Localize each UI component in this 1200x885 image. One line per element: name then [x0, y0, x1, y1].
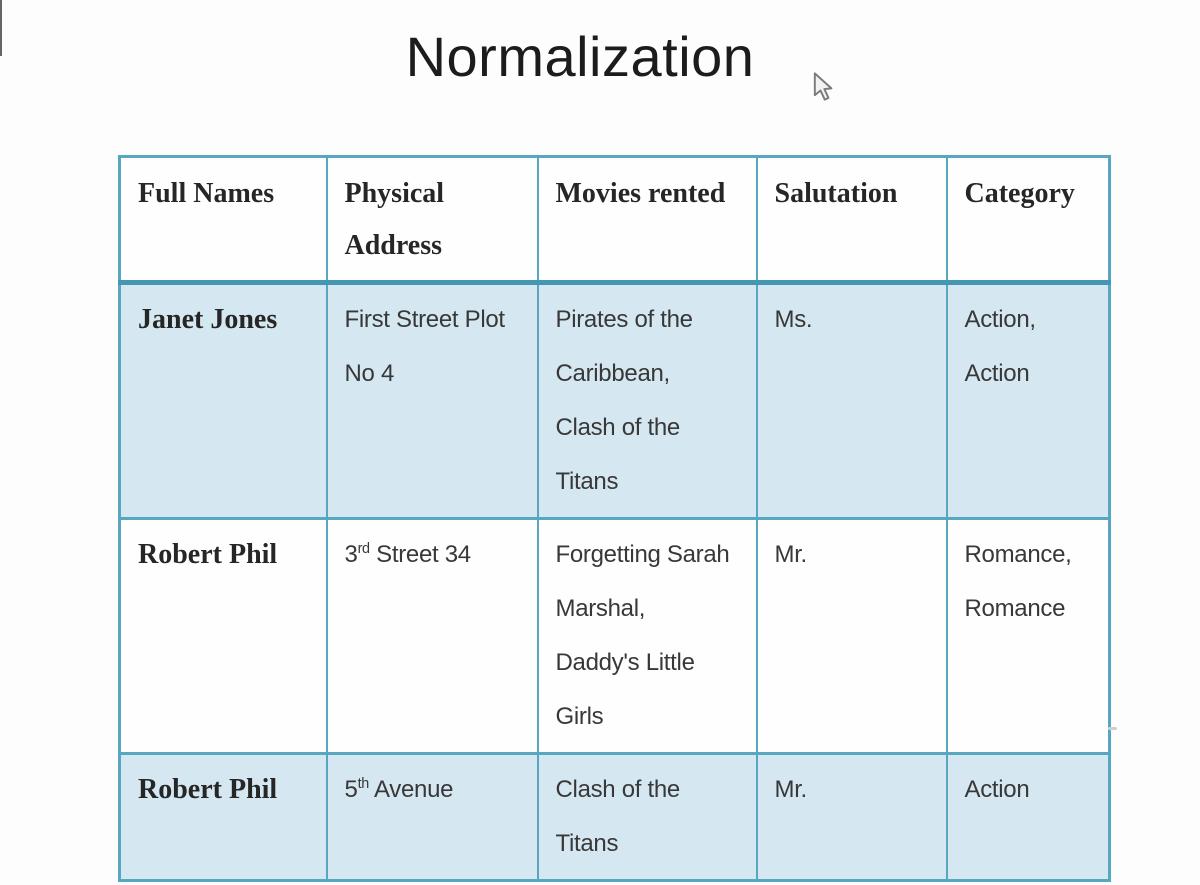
- table-row: Robert Phil 5th Avenue Clash of the Tita…: [118, 753, 1111, 882]
- column-header-physical-address: Physical Address: [325, 156, 539, 285]
- page-title: Normalization: [405, 25, 755, 88]
- column-header-full-names: Full Names: [118, 156, 328, 285]
- cell-category: Action, Action: [945, 282, 1111, 520]
- address-superscript: rd: [357, 541, 371, 557]
- cell-category: Romance, Romance: [945, 518, 1111, 755]
- address-text: 5: [344, 776, 358, 803]
- table-row: Janet Jones First Street Plot No 4 Pirat…: [118, 282, 1111, 520]
- cell-salutation: Mr.: [755, 753, 948, 882]
- column-header-movies-rented: Movies rented: [536, 156, 758, 285]
- table-row: Robert Phil 3rd Street 34 Forgetting Sar…: [118, 518, 1111, 755]
- smudge-artifact: [1108, 727, 1117, 730]
- cell-salutation: Mr.: [755, 518, 948, 755]
- cell-full-name: Janet Jones: [118, 282, 328, 520]
- address-text: First Street Plot No 4: [344, 306, 506, 387]
- cell-address: First Street Plot No 4: [325, 282, 539, 520]
- cell-movies: Clash of the Titans: [536, 753, 758, 882]
- cell-salutation: Ms.: [755, 282, 948, 520]
- address-rest: Street 34: [369, 541, 471, 568]
- mouse-cursor-icon: [812, 72, 834, 102]
- left-edge-artifact: [0, 0, 2, 56]
- cell-full-name: Robert Phil: [118, 753, 328, 882]
- cell-address: 5th Avenue: [325, 753, 539, 882]
- cell-full-name: Robert Phil: [118, 518, 328, 755]
- cell-movies: Forgetting Sarah Marshal, Daddy's Little…: [536, 518, 758, 755]
- address-text: 3: [344, 541, 358, 568]
- table-header-row: Full Names Physical Address Movies rente…: [118, 156, 1111, 285]
- address-rest: Avenue: [368, 776, 454, 803]
- cell-movies: Pirates of the Caribbean, Clash of the T…: [536, 282, 758, 520]
- address-superscript: th: [357, 776, 370, 792]
- cell-address: 3rd Street 34: [325, 518, 539, 755]
- column-header-category: Category: [945, 156, 1111, 285]
- column-header-salutation: Salutation: [755, 156, 948, 285]
- movies-rented-table: Full Names Physical Address Movies rente…: [118, 155, 1111, 882]
- cell-category: Action: [945, 753, 1111, 882]
